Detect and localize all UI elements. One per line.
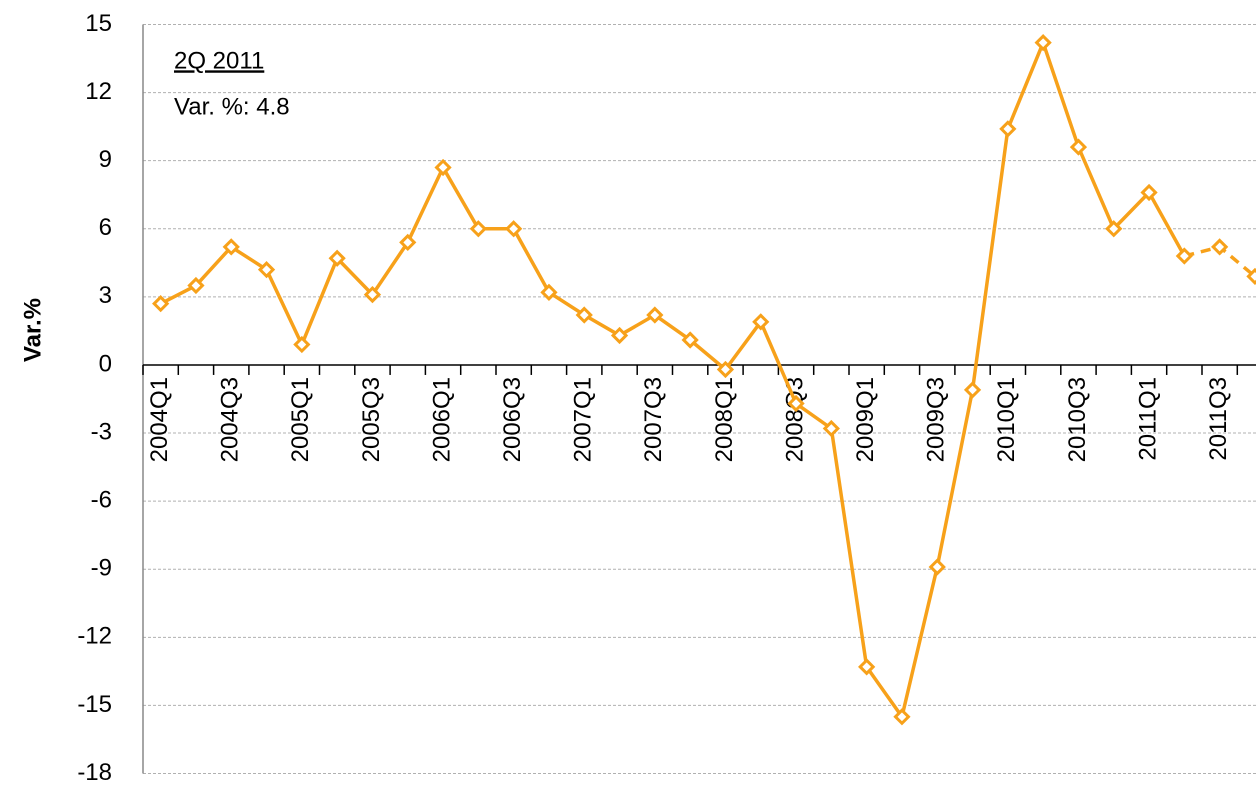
data-point: [363, 285, 382, 304]
data-point: [716, 360, 735, 379]
x-tick-label: 2011Q1: [1134, 377, 1161, 461]
y-tick-label: 15: [85, 10, 112, 37]
data-point: [328, 249, 346, 267]
y-tick-label: -18: [77, 759, 112, 786]
data-point: [858, 658, 876, 676]
data-point: [646, 306, 664, 324]
data-point: [928, 558, 946, 576]
x-tick-label: 2011Q3: [1205, 377, 1232, 461]
y-tick-label: -6: [91, 486, 112, 513]
data-point: [257, 261, 276, 279]
data-point: [681, 331, 699, 349]
x-tick-label: 2004Q1: [146, 377, 173, 462]
x-tick-label: 2009Q3: [923, 377, 950, 462]
data-point: [787, 394, 805, 413]
y-tick-label: -12: [77, 623, 112, 650]
x-tick-label: 2010Q3: [1064, 377, 1091, 462]
data-point: [1105, 220, 1123, 238]
data-point: [1069, 138, 1088, 156]
y-tick-label: -3: [91, 418, 112, 445]
data-point: [963, 381, 982, 399]
data-point: [1175, 247, 1193, 265]
y-axis-label: Var.%: [19, 298, 46, 362]
data-point: [152, 295, 170, 313]
data-point: [822, 419, 840, 438]
data-point: [1140, 183, 1158, 202]
data-line: [159, 40, 1186, 719]
data-point: [752, 313, 770, 331]
x-tick-label: 2004Q3: [217, 377, 244, 462]
x-tick-label: 2007Q3: [640, 377, 667, 462]
annotation-text: Var. %: 4.8: [174, 93, 290, 120]
x-tick-label: 2009Q1: [852, 377, 879, 462]
x-tick-label: 2010Q1: [993, 377, 1020, 462]
data-point: [999, 120, 1017, 138]
x-tick-label: 2006Q1: [428, 377, 455, 462]
y-tick-label: 3: [99, 282, 112, 309]
annotation-title: 2Q 2011: [174, 47, 264, 74]
x-tick-label: 2005Q3: [358, 377, 385, 462]
data-point: [222, 238, 240, 256]
data-point: [1246, 267, 1256, 286]
data-point: [893, 708, 911, 726]
data-point: [399, 233, 417, 252]
x-tick-label: 2008Q1: [711, 377, 738, 462]
data-point: [293, 335, 311, 354]
data-point: [434, 158, 452, 177]
y-tick-label: -15: [77, 691, 112, 718]
data-point: [1034, 34, 1052, 52]
data-point: [610, 326, 629, 345]
x-tick-label: 2007Q1: [570, 377, 597, 462]
data-point: [540, 283, 558, 301]
x-tick-label: 2005Q1: [287, 377, 314, 462]
x-tick-label: 2008Q3: [781, 377, 808, 462]
data-point: [1211, 238, 1229, 256]
x-tick-label: 2006Q3: [499, 377, 526, 462]
data-point: [575, 306, 593, 324]
y-tick-label: -9: [91, 555, 112, 582]
y-tick-label: 0: [99, 350, 112, 377]
y-tick-label: 12: [85, 78, 112, 105]
y-tick-label: 9: [99, 146, 112, 173]
data-point: [187, 276, 205, 295]
data-point: [469, 220, 487, 238]
data-point: [505, 220, 523, 238]
y-tick-label: 6: [99, 214, 112, 241]
